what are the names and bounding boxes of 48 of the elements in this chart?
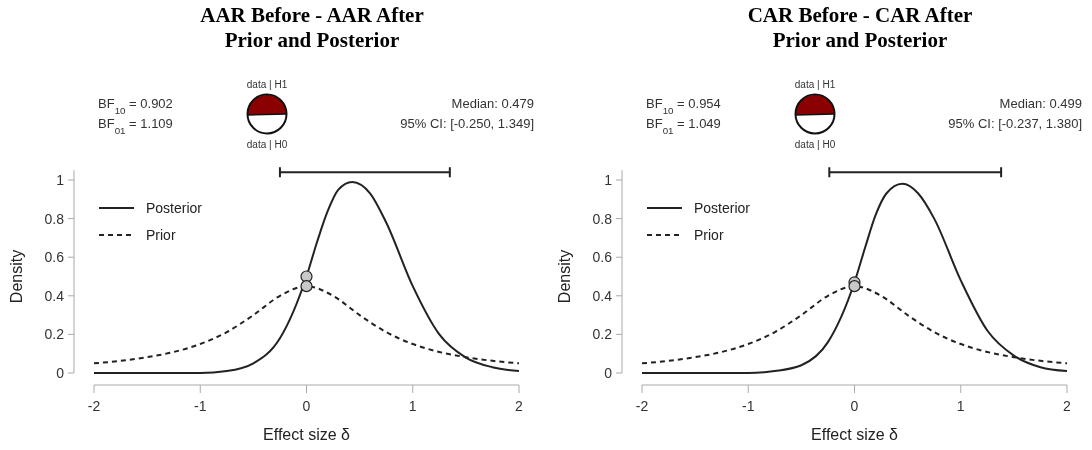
x-tick-label: 2 bbox=[515, 398, 524, 414]
y-tick-label: 0.2 bbox=[592, 326, 613, 343]
chart-title: AAR Before - AAR After bbox=[200, 3, 424, 27]
text: BF$_{10}$ = 0.902 bbox=[98, 96, 173, 116]
y-tick-label: 1 bbox=[604, 172, 613, 188]
text: data | H1 bbox=[246, 79, 288, 90]
line-series bbox=[93, 180, 520, 374]
legend-label: Posterior bbox=[146, 200, 203, 216]
x-tick-label: 1 bbox=[408, 398, 417, 414]
x-tick-label: 0 bbox=[302, 398, 311, 414]
x-tick-label: -2 bbox=[635, 398, 649, 414]
text: Median: 0.499 bbox=[999, 96, 1082, 111]
x-tick-label: -2 bbox=[87, 398, 101, 414]
y-tick-label: 0.4 bbox=[44, 287, 65, 304]
y-tick-label: 0.6 bbox=[44, 249, 65, 266]
chart-title: CAR Before - CAR After bbox=[747, 3, 973, 27]
x-tick-label: -1 bbox=[194, 398, 207, 414]
x-tick-label: 2 bbox=[1063, 398, 1072, 414]
chart-subtitle: Prior and Posterior bbox=[772, 28, 948, 52]
y-tick-label: 0.4 bbox=[592, 287, 613, 304]
text: data | H0 bbox=[794, 139, 836, 150]
legend-label: Prior bbox=[146, 227, 176, 243]
y-axis-title: Density bbox=[556, 249, 573, 304]
text: 95% CI: [-0.250, 1.349] bbox=[400, 116, 534, 131]
text: BF$_{01}$ = 1.049 bbox=[646, 116, 721, 136]
y-tick-label: 0 bbox=[604, 365, 613, 381]
legend-label: Prior bbox=[694, 227, 724, 243]
legend-label: Posterior bbox=[694, 200, 751, 216]
text: data | H1 bbox=[794, 79, 836, 90]
x-axis-title: Effect size δ bbox=[263, 426, 351, 443]
y-tick-label: 0 bbox=[56, 365, 65, 381]
chart-subtitle: Prior and Posterior bbox=[224, 28, 400, 52]
y-tick-label: 0.6 bbox=[592, 249, 613, 266]
text: 95% CI: [-0.237, 1.380] bbox=[948, 116, 1082, 131]
y-tick-label: 0.8 bbox=[44, 210, 65, 227]
x-tick-label: -1 bbox=[742, 398, 755, 414]
x-axis-title: Effect size δ bbox=[811, 426, 899, 443]
x-tick-label: 0 bbox=[850, 398, 859, 414]
y-tick-label: 0.2 bbox=[44, 326, 65, 343]
y-axis-title: Density bbox=[8, 249, 25, 304]
line-series bbox=[641, 182, 1068, 374]
text: BF$_{10}$ = 0.954 bbox=[646, 96, 721, 116]
y-tick-label: 1 bbox=[56, 172, 65, 188]
text: Median: 0.479 bbox=[451, 96, 534, 111]
text: data | H0 bbox=[246, 139, 288, 150]
y-tick-label: 0.8 bbox=[592, 210, 613, 227]
x-tick-label: 1 bbox=[956, 398, 965, 414]
text: BF$_{01}$ = 1.109 bbox=[98, 116, 173, 136]
